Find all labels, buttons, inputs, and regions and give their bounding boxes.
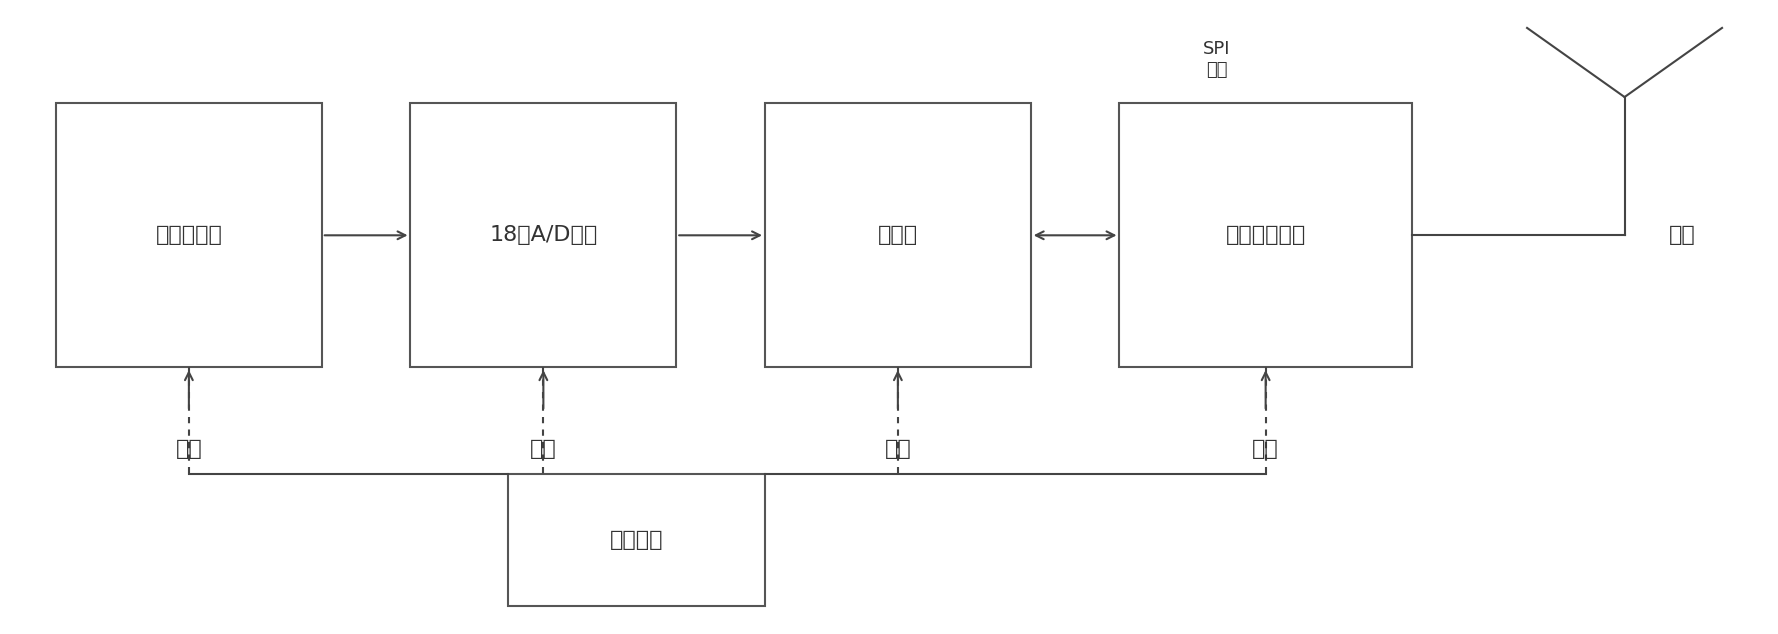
Bar [411, 103, 676, 367]
Text: 18位A/D芯片: 18位A/D芯片 [489, 225, 597, 245]
Text: 天线: 天线 [1670, 225, 1696, 245]
Text: 供电: 供电 [1252, 439, 1278, 459]
Bar [509, 474, 765, 606]
Text: SPI
总线: SPI 总线 [1204, 40, 1230, 79]
Text: 单片机: 单片机 [878, 225, 917, 245]
Text: 温度传感器: 温度传感器 [155, 225, 222, 245]
Bar [765, 103, 1031, 367]
Text: 供电: 供电 [884, 439, 912, 459]
Text: 无线发射芯片: 无线发射芯片 [1225, 225, 1305, 245]
Text: 供电: 供电 [530, 439, 557, 459]
Bar [55, 103, 322, 367]
Text: 感应线圈: 感应线圈 [610, 530, 663, 550]
Bar [1120, 103, 1412, 367]
Text: 供电: 供电 [176, 439, 203, 459]
